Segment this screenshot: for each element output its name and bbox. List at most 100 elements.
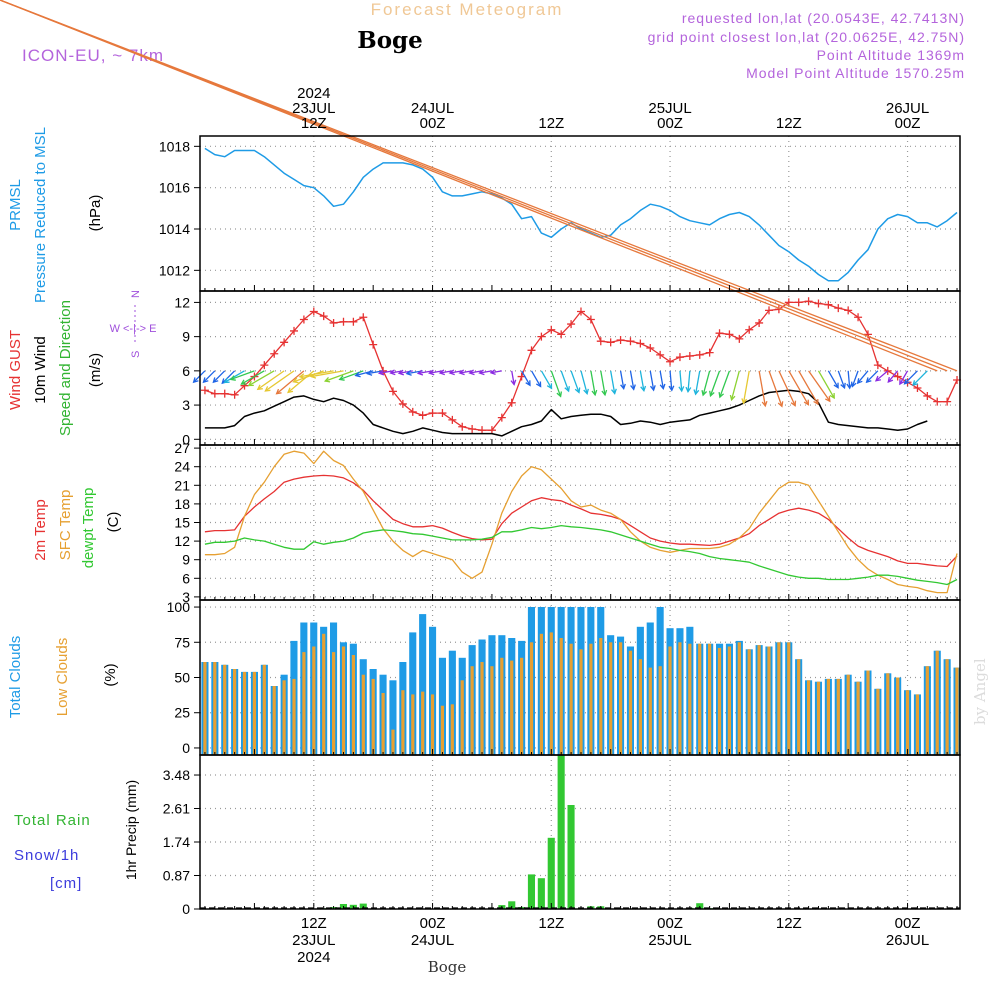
wind-arrow-head [240,379,247,385]
y-tick-label: 6 [182,363,190,379]
temp-dewpt-label: dewpt Temp [80,488,97,569]
wind-arrow-head [850,381,857,388]
gust-marker [290,326,299,335]
wind-arrow-head [365,369,373,376]
top-time-label: 00Z [895,115,921,132]
wind-arrow [0,0,958,372]
wind-arrow [669,370,673,391]
wind-arrow [479,370,493,374]
wind-arrow [808,370,831,402]
low-cloud-bar [807,680,811,755]
location-title: Boge [357,27,423,54]
wind-arrow [580,370,588,394]
top-time-label: 00Z [420,115,446,132]
compass-n: N [130,290,142,298]
wind-arrow-head [899,379,905,386]
low-cloud-bar [242,671,247,755]
wind-arrow-head [856,378,863,385]
y-tick-label: 0 [182,740,190,756]
low-cloud-bar [341,646,346,755]
wind-arrow-head [761,400,768,408]
bottom-time-label: 24JUL [411,932,454,949]
wind-arrow-head [229,375,236,381]
gust-marker [765,306,774,315]
low-cloud-bar [569,643,573,755]
snow-unit: [cm] [50,875,82,892]
wind-arrow [212,370,226,383]
low-cloud-bar [213,662,217,755]
gust-marker [200,386,209,395]
y-tick-label: 0 [182,431,190,447]
wind-arrow [469,370,483,374]
gust-marker [260,361,269,370]
wind-arrow-head [574,387,581,394]
gust-marker [438,409,447,418]
low-cloud-bar [797,659,801,755]
precip-bar [537,878,545,909]
wind-arrow [490,370,502,374]
wind-arrow [866,370,879,383]
gust-marker [586,315,595,324]
wind-arrow-head [438,369,446,376]
gust-marker [309,307,318,316]
gust-marker [448,415,457,424]
temp-line [204,450,958,594]
low-cloud-bar [915,694,919,755]
gust-marker [458,422,467,431]
wind-arrow-head [685,386,692,394]
wind-arrow [600,370,606,395]
wind-arrow-head [620,383,626,391]
gust-marker [873,361,882,370]
gust-marker [398,399,407,408]
top-time-label: 12Z [301,115,327,132]
low-cloud-bar [322,633,326,755]
low-cloud-bar [668,646,672,755]
low-cloud-bar [945,659,949,755]
gust-marker [280,338,289,347]
y-tick-label: 0.87 [163,868,190,884]
low-cloud-bar [262,664,266,755]
gust-marker [319,312,328,321]
wind-arrow-head [649,385,656,392]
low-cloud-bar [619,642,623,755]
y-tick-label: 100 [167,599,191,615]
wind-arrow-head [887,376,894,384]
wind-arrow-head [525,380,531,387]
wind-arrow [788,370,809,406]
wind-arrow [540,370,553,389]
wind-arrow-head [601,389,608,397]
wind-arrow [224,370,245,383]
wind-arrow-head [223,377,230,384]
y-tick-label: 12 [174,294,190,310]
low-cloud-bar [955,667,959,755]
total-clouds-label: Total Clouds [7,636,24,719]
wind-arrow-head [583,388,589,396]
precip-unit: 1hr Precip (mm) [123,780,139,880]
low-clouds-label: Low Clouds [54,638,71,716]
precip-bar [557,755,565,909]
wind-arrow-head [202,377,209,384]
wind-arrow-head [610,388,617,395]
gust-marker [636,339,645,348]
gust-line [204,300,958,431]
low-cloud-bar [332,652,336,755]
low-cloud-bar [223,664,227,755]
low-cloud-bar [529,642,534,755]
gust-marker [369,340,378,349]
top-time-label: 26JUL [886,100,929,117]
wind-arrow-head [718,391,725,399]
clouds-unit: (%) [102,663,119,686]
wind-arrow-head [275,388,282,395]
wind-arrow [912,370,928,386]
gust-marker [270,349,279,358]
low-cloud-bar [609,642,613,755]
gust-marker [220,389,229,398]
point-altitude: Point Altitude 1369m [817,47,965,63]
wind-arrow [439,370,453,374]
y-tick-label: 21 [174,477,190,493]
wind-unit: (m/s) [87,353,104,387]
gust-marker [527,346,536,355]
gust-marker [923,391,932,400]
wind-arrow [758,370,766,407]
